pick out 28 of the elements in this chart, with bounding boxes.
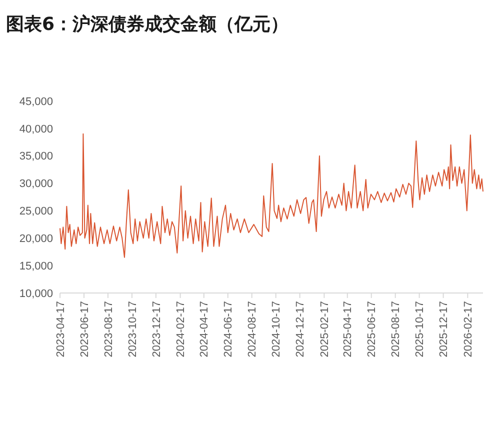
x-tick-label: 2025-10-17 bbox=[414, 301, 426, 358]
x-tick-label: 2024-06-17 bbox=[222, 301, 235, 358]
y-tick-label: 45,000 bbox=[19, 96, 53, 108]
y-tick-label: 30,000 bbox=[19, 178, 53, 190]
x-tick-label: 2023-06-17 bbox=[78, 301, 91, 358]
x-tick-label: 2023-10-17 bbox=[126, 301, 139, 358]
x-tick-label: 2023-08-17 bbox=[102, 301, 115, 358]
x-tick-label: 2024-10-17 bbox=[270, 301, 283, 358]
y-tick-label: 25,000 bbox=[19, 206, 53, 218]
y-tick-label: 15,000 bbox=[19, 260, 53, 272]
x-tick-label: 2026-02-17 bbox=[462, 301, 475, 358]
x-tick-label: 2024-04-17 bbox=[198, 301, 211, 358]
x-tick-label: 2024-08-17 bbox=[246, 301, 259, 358]
x-tick-label: 2025-08-17 bbox=[390, 301, 402, 358]
y-tick-label: 35,000 bbox=[19, 150, 53, 163]
x-tick-label: 2023-04-17 bbox=[54, 301, 67, 358]
y-tick-label: 20,000 bbox=[19, 232, 53, 245]
x-tick-label: 2024-02-17 bbox=[175, 301, 188, 358]
x-tick-label: 2025-12-17 bbox=[438, 301, 450, 358]
x-tick-label: 2024-12-17 bbox=[294, 301, 307, 358]
x-tick-label: 2025-06-17 bbox=[366, 301, 378, 358]
x-tick-label: 2023-12-17 bbox=[150, 301, 163, 358]
chart-title: 图表6：沪深债券成交金额（亿元） bbox=[6, 14, 289, 35]
x-tick-label: 2025-04-17 bbox=[342, 301, 354, 358]
y-tick-label: 10,000 bbox=[19, 288, 53, 300]
line-series bbox=[60, 133, 484, 258]
x-tick-label: 2025-02-17 bbox=[319, 301, 332, 358]
y-tick-label: 40,000 bbox=[19, 123, 53, 136]
